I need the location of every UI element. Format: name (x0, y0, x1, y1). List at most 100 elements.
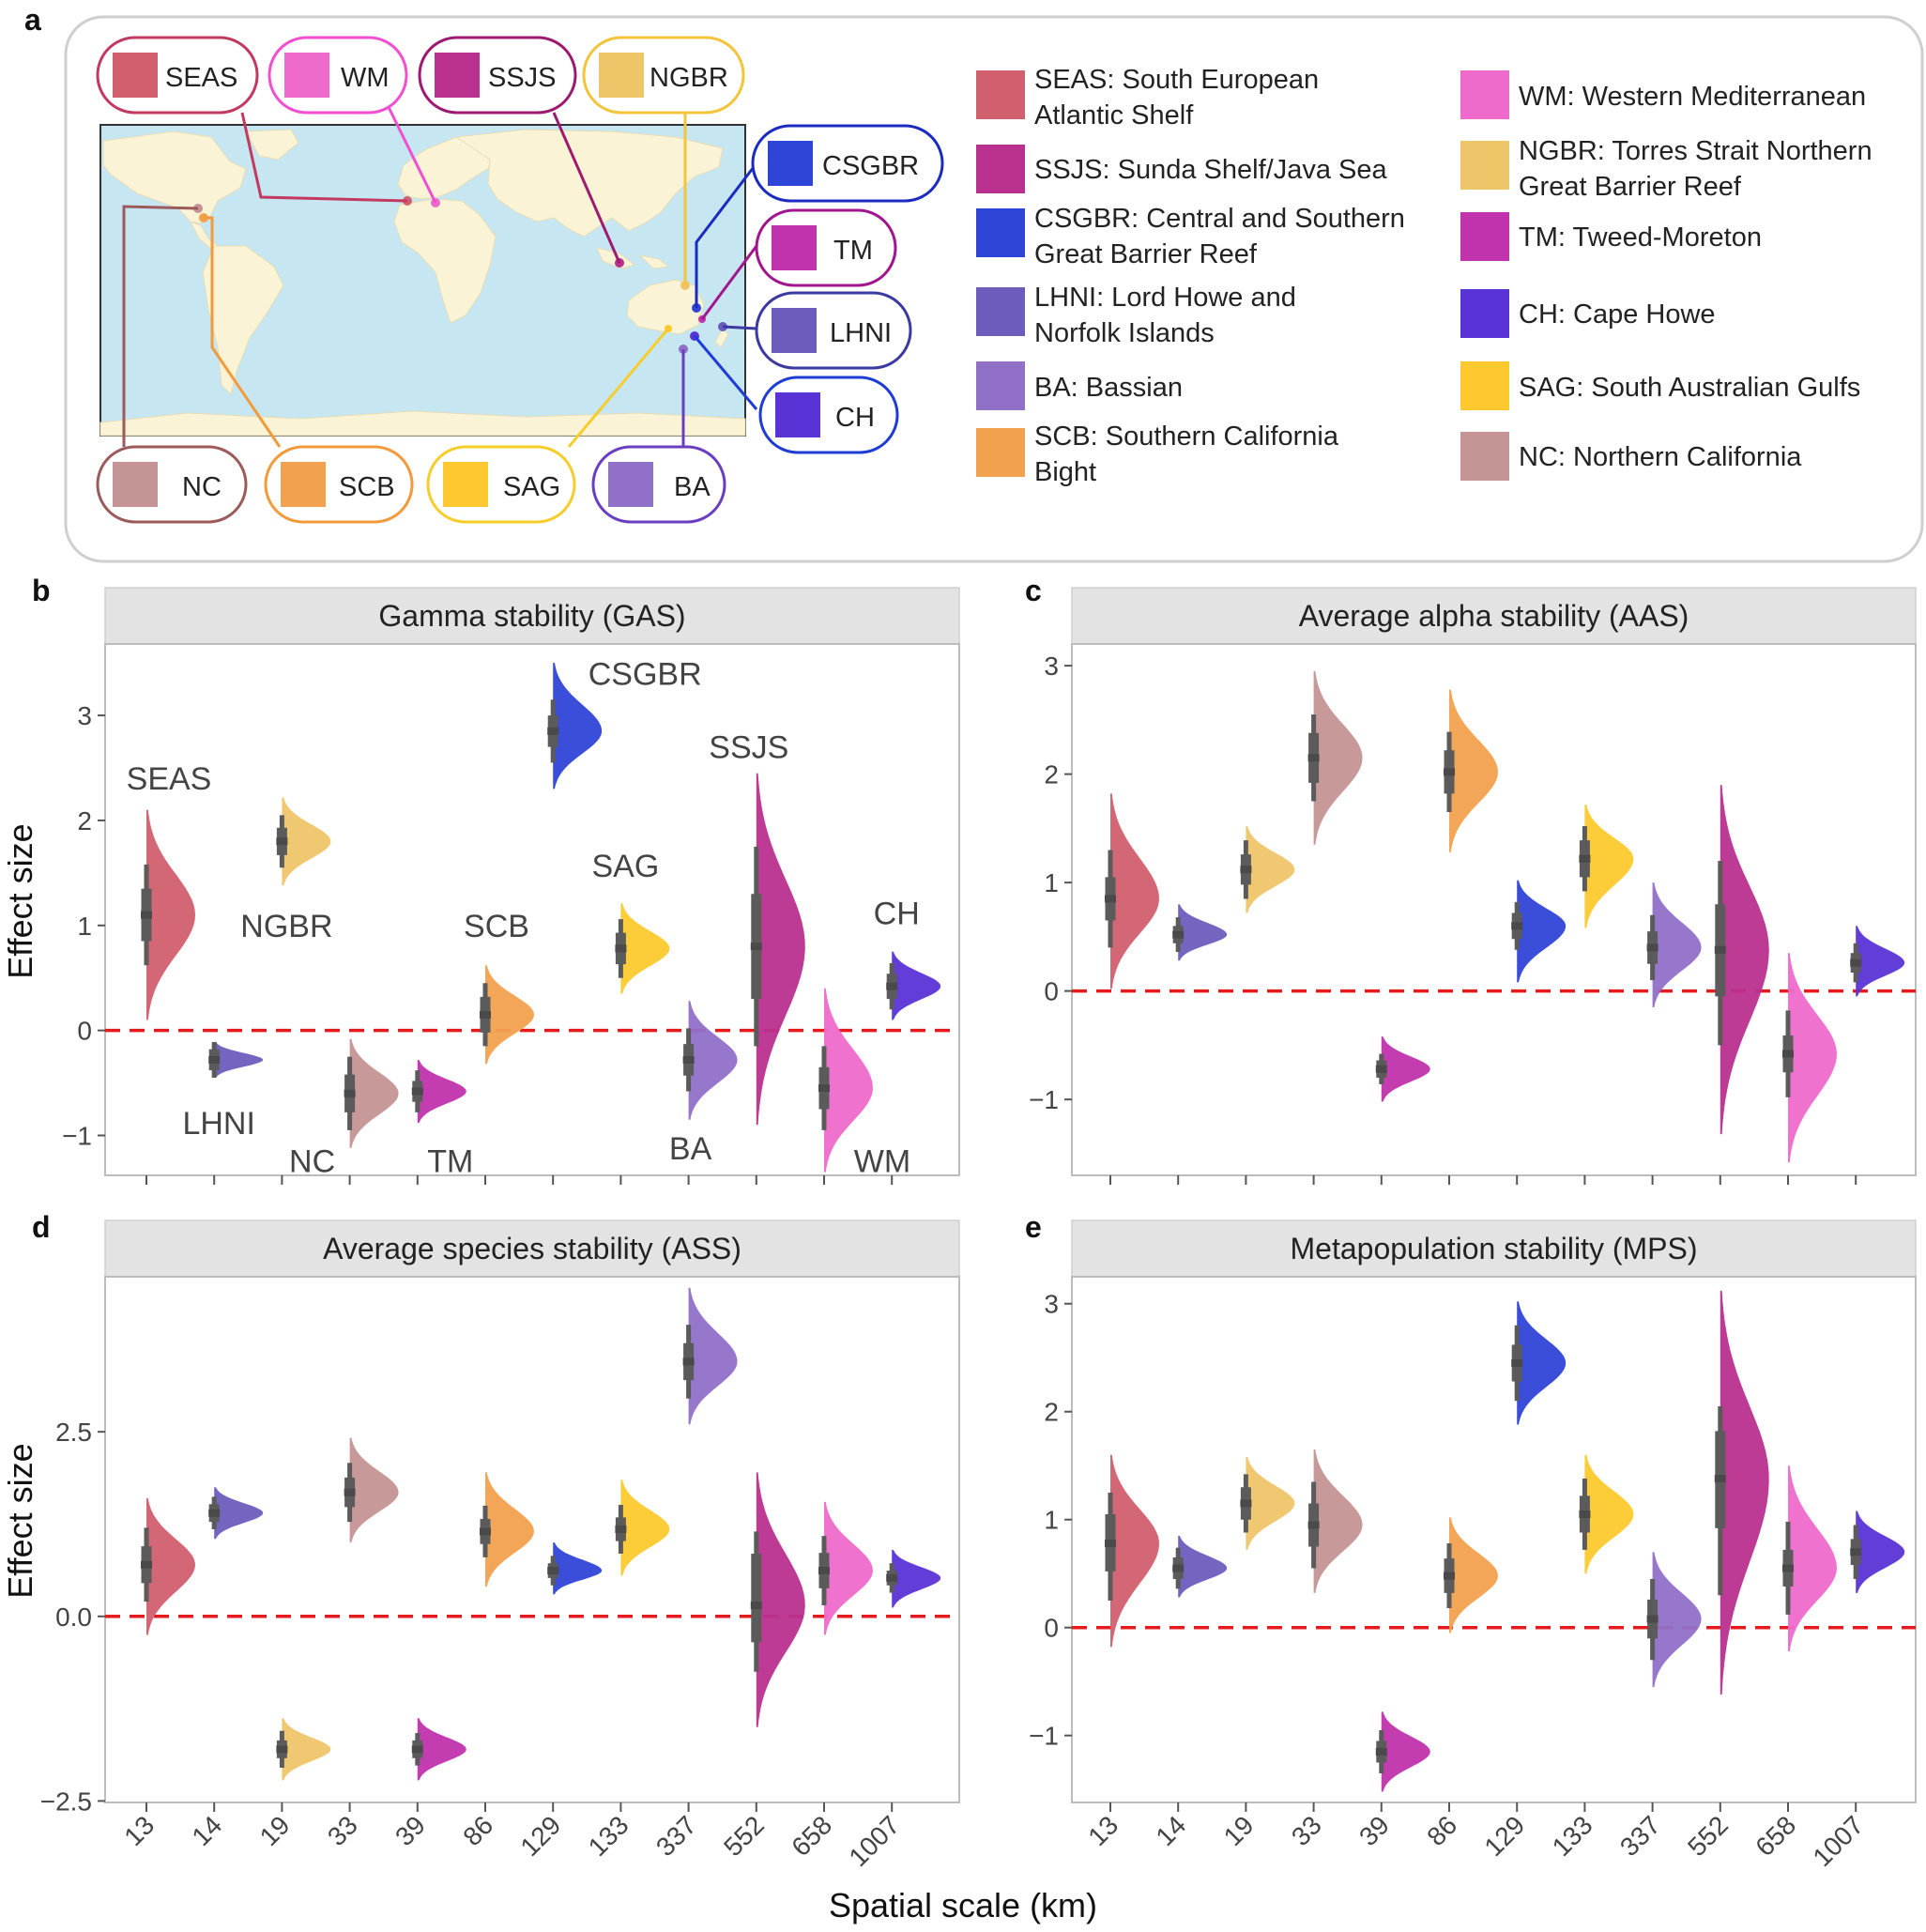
point-c-lhni (1172, 930, 1185, 939)
point-c-scb (1444, 768, 1455, 776)
legend-sag-line1: SAG: South Australian Gulfs (1519, 373, 1860, 403)
density-c-tm (1381, 1036, 1430, 1102)
region-label-scb: SCB (464, 909, 529, 944)
legend-swatch-ch (1460, 289, 1509, 338)
panel-c-alpha-stability: Average alpha stability (AAS) −1 0 1 2 3 (1029, 587, 1917, 1185)
density-d-sag (620, 1480, 670, 1576)
pill-lhni: LHNI (755, 291, 912, 370)
point-d-scb (480, 1527, 491, 1536)
density-c-nc (1313, 670, 1363, 845)
density-c-wm (1788, 953, 1837, 1163)
legend-ngbr-line1: NGBR: Torres Strait Northern (1519, 136, 1872, 166)
density-e-ngbr (1246, 1457, 1295, 1550)
xtick-label-d: 39 (390, 1810, 431, 1851)
panel-b-gamma-stability: Gamma stability (GAS) −1 0 1 2 3 SEAS NGBR LHNI N… (62, 587, 960, 1185)
legend-swatch-nc (1460, 432, 1509, 481)
density-e-ch (1856, 1510, 1905, 1593)
point-e-seas (1105, 1540, 1116, 1548)
pill-scb: SCB (264, 445, 414, 524)
panel-label-c: c (1025, 574, 1042, 607)
legend-csgbr-line1: CSGBR: Central and Southern (1034, 204, 1405, 234)
point-c-ch (1850, 958, 1862, 967)
ytick-label-b: 0 (77, 1017, 92, 1046)
map-pills: SEAS WM SSJS NGBR CSGBR TM (96, 36, 944, 524)
ytick-label-e: 1 (1044, 1506, 1059, 1535)
density-b-ba (688, 1001, 738, 1120)
density-d-wm (824, 1501, 873, 1635)
density-b-wm (824, 988, 873, 1173)
density-d-ch (892, 1550, 941, 1608)
ytick-label-d: 2.5 (55, 1418, 92, 1447)
region-label-csgbr: CSGBR (588, 656, 702, 692)
xtick-label-d: 133 (583, 1810, 634, 1862)
legend-nc-line1: NC: Northern California (1519, 442, 1802, 472)
pill-nc-label: NC (182, 472, 222, 502)
density-e-wm (1788, 1465, 1837, 1651)
point-d-ngbr (276, 1745, 288, 1754)
point-b-ssjs (750, 943, 762, 951)
legend-swatch-ngbr (1460, 141, 1509, 190)
region-label-ngbr: NGBR (240, 909, 332, 944)
density-d-scb (485, 1472, 534, 1587)
density-c-ch (1856, 926, 1905, 997)
point-c-ngbr (1240, 866, 1252, 874)
panel-label-d: d (32, 1210, 51, 1244)
density-c-ngbr (1246, 826, 1295, 913)
density-e-nc (1313, 1449, 1363, 1593)
legend-swatch-wm (1460, 70, 1509, 119)
legend-tm-line1: TM: Tweed-Moreton (1519, 222, 1762, 253)
panel-e-metapopulation-stability: Metapopulation stability (MPS) −1 0 1 2 3 13 14… (1029, 1219, 1917, 1872)
density-d-csgbr (553, 1542, 603, 1595)
density-c-ssjs (1720, 785, 1769, 1135)
legend-swatch-csgbr (976, 208, 1025, 257)
panel-label-e: e (1025, 1210, 1042, 1244)
point-b-ngbr (276, 837, 288, 846)
ytick-label-c: 3 (1044, 652, 1059, 681)
region-label-ba: BA (669, 1131, 712, 1167)
point-e-wm (1782, 1564, 1794, 1572)
ytick-label-b: 3 (77, 701, 92, 730)
pill-ssjs-label: SSJS (488, 63, 557, 93)
density-e-scb (1449, 1517, 1498, 1633)
xtick-label-d: 14 (186, 1810, 227, 1851)
xtick-label-d: 658 (786, 1810, 837, 1862)
ytick-label-d: −2.5 (40, 1786, 92, 1816)
density-b-lhni (214, 1041, 264, 1078)
density-e-ssjs (1720, 1290, 1769, 1694)
xtick-label-e: 1007 (1807, 1810, 1869, 1872)
legend-swatch-lhni (976, 287, 1025, 336)
plot-area-c (1071, 643, 1917, 1176)
point-b-csgbr (547, 727, 559, 735)
ytick-label-b: 2 (77, 806, 92, 836)
xlabel: Spatial scale (km) (829, 1886, 1097, 1924)
density-d-tm (417, 1718, 466, 1781)
ytick-label-b: −1 (62, 1121, 92, 1150)
point-e-lhni (1172, 1564, 1185, 1572)
legend-scb-line1: SCB: Southern California (1034, 422, 1339, 452)
region-label-tm: TM (427, 1143, 473, 1179)
point-d-nc (344, 1488, 356, 1496)
density-c-lhni (1178, 904, 1228, 961)
pill-ch-label: CH (835, 403, 875, 433)
pill-ba-label: BA (674, 472, 711, 502)
ytick-label-c: 0 (1044, 977, 1059, 1006)
pill-ngbr: NGBR (582, 36, 745, 115)
legend-ba-line1: BA: Bassian (1034, 373, 1183, 403)
density-b-csgbr (553, 663, 603, 790)
point-b-seas (141, 911, 152, 919)
xtick-label-e: 14 (1150, 1810, 1191, 1851)
density-d-nc (349, 1437, 399, 1543)
legend-swatch-seas (976, 70, 1025, 119)
plot-area-d (104, 1276, 960, 1803)
point-c-seas (1105, 895, 1116, 903)
density-d-ba (688, 1287, 738, 1425)
density-d-ssjs (756, 1472, 805, 1727)
density-e-tm (1381, 1711, 1430, 1792)
point-b-ch (886, 982, 898, 990)
xtick-label-d: 337 (650, 1810, 702, 1862)
ytick-label-e: 2 (1044, 1398, 1059, 1427)
world-map (99, 102, 758, 448)
panel-label-b: b (32, 574, 51, 607)
xtick-label-d: 13 (118, 1810, 160, 1851)
